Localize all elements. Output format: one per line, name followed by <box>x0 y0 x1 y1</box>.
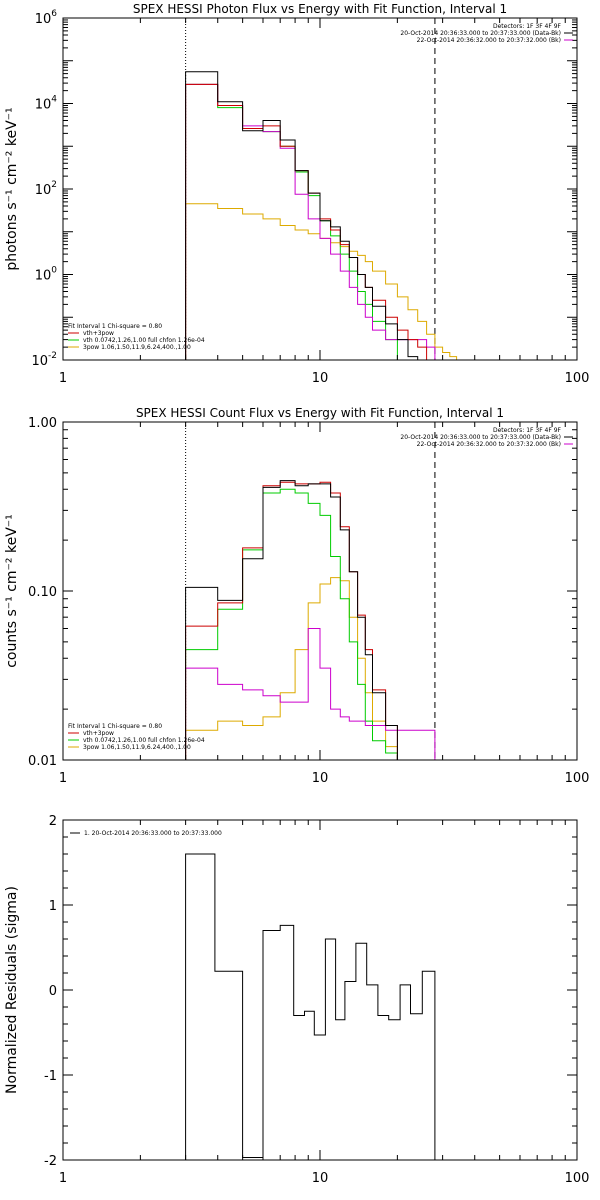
chart1-y-tick-label: 106 <box>35 9 58 27</box>
chart2-fit-label: vth 0.0742,1.26,1.00 full chfon 1.26e-04 <box>83 737 205 744</box>
chart2-series-vth <box>185 488 408 761</box>
chart1-title: SPEX HESSI Photon Flux vs Energy with Fi… <box>133 2 507 16</box>
chart1-x-tick-label: 10 <box>312 371 329 386</box>
chart2-legend-top-line: 22-Oct-2014 20:36:32.000 to 20:37:32.000… <box>417 441 561 448</box>
chart2-series-1 <box>185 628 436 760</box>
chart1-y-tick-label: 10-2 <box>31 351 57 369</box>
chart2-x-tick-label: 1 <box>59 771 67 786</box>
chart2-series-0 <box>185 480 408 761</box>
chart2-y-tick-label: 0.01 <box>28 754 57 769</box>
chart3-residual-series <box>185 853 436 1160</box>
chart3-y-axis-label: Normalized Residuals (sigma) <box>4 886 20 1094</box>
chart1-fit-label: 3pow 1.06,1.50,11.9,6.24,400.,1.00 <box>83 344 191 351</box>
chart2-fit-label: vth+3pow <box>83 730 114 737</box>
chart2-y-tick-label: 0.10 <box>28 585 57 600</box>
chart1-series-vth <box>185 83 408 361</box>
chart3-legend-label: 1. 20-Oct-2014 20:36:33.000 to 20:37:33.… <box>84 830 222 837</box>
chart2-y-axis-label: counts s⁻¹ cm⁻² keV⁻¹ <box>4 514 20 668</box>
chart1-fit-title: Fit Interval 1 Chi-square = 0.80 <box>68 323 162 330</box>
chart1-legend-top-line: Detectors: 1F 3F 4F 9F <box>493 23 562 30</box>
chart1-legend-top-line: 22-Oct-2014 20:36:32.000 to 20:37:32.000… <box>417 37 561 44</box>
chart1-series-0 <box>185 71 419 360</box>
chart2-legend-top-line: Detectors: 1F 3F 4F 9F <box>493 427 562 434</box>
chart2-fit-title: Fit Interval 1 Chi-square = 0.80 <box>68 723 162 730</box>
chart2-series-3pow <box>185 577 435 761</box>
chart1-x-tick-label: 1 <box>59 371 67 386</box>
chart1-series-2 <box>185 83 428 360</box>
chart1-fit-label: vth+3pow <box>83 330 114 337</box>
chart2-title: SPEX HESSI Count Flux vs Energy with Fit… <box>136 406 504 420</box>
chart3-y-tick-label: -1 <box>44 1069 57 1084</box>
chart2-fit-label: 3pow 1.06,1.50,11.9,6.24,400.,1.00 <box>83 744 191 751</box>
chart3-y-tick-label: 1 <box>49 899 57 914</box>
chart1-fit-label: vth 0.0742,1.26,1.00 full chfon 1.26e-04 <box>83 337 205 344</box>
chart1-x-tick-label: 100 <box>565 371 590 386</box>
chart2-x-tick-label: 10 <box>312 771 329 786</box>
chart1-legend-top-line: 20-Oct-2014 20:36:33.000 to 20:37:33.000… <box>400 30 561 37</box>
chart1-y-tick-label: 102 <box>35 180 57 198</box>
chart2-x-tick-label: 100 <box>565 771 590 786</box>
chart3-y-tick-label: 0 <box>49 984 57 999</box>
chart3-x-tick-label: 1 <box>59 1171 67 1186</box>
chart1-y-tick-label: 104 <box>35 95 58 113</box>
chart3-plot-frame <box>62 819 578 1161</box>
chart2-y-tick-label: 1.00 <box>28 416 57 431</box>
chart2-series-2 <box>185 481 408 761</box>
chart3-x-tick-label: 100 <box>565 1171 590 1186</box>
chart3-y-tick-label: -2 <box>44 1154 57 1169</box>
chart1-y-axis-label: photons s⁻¹ cm⁻² keV⁻¹ <box>4 107 20 270</box>
chart2-legend-top-line: 20-Oct-2014 20:36:33.000 to 20:37:33.000… <box>400 434 561 441</box>
chart1-series-3pow <box>185 203 463 361</box>
chart3-y-tick-label: 2 <box>49 814 57 829</box>
chart1-plot-frame <box>62 17 578 361</box>
chart1-y-tick-label: 100 <box>35 266 58 284</box>
chart3-x-tick-label: 10 <box>312 1171 329 1186</box>
